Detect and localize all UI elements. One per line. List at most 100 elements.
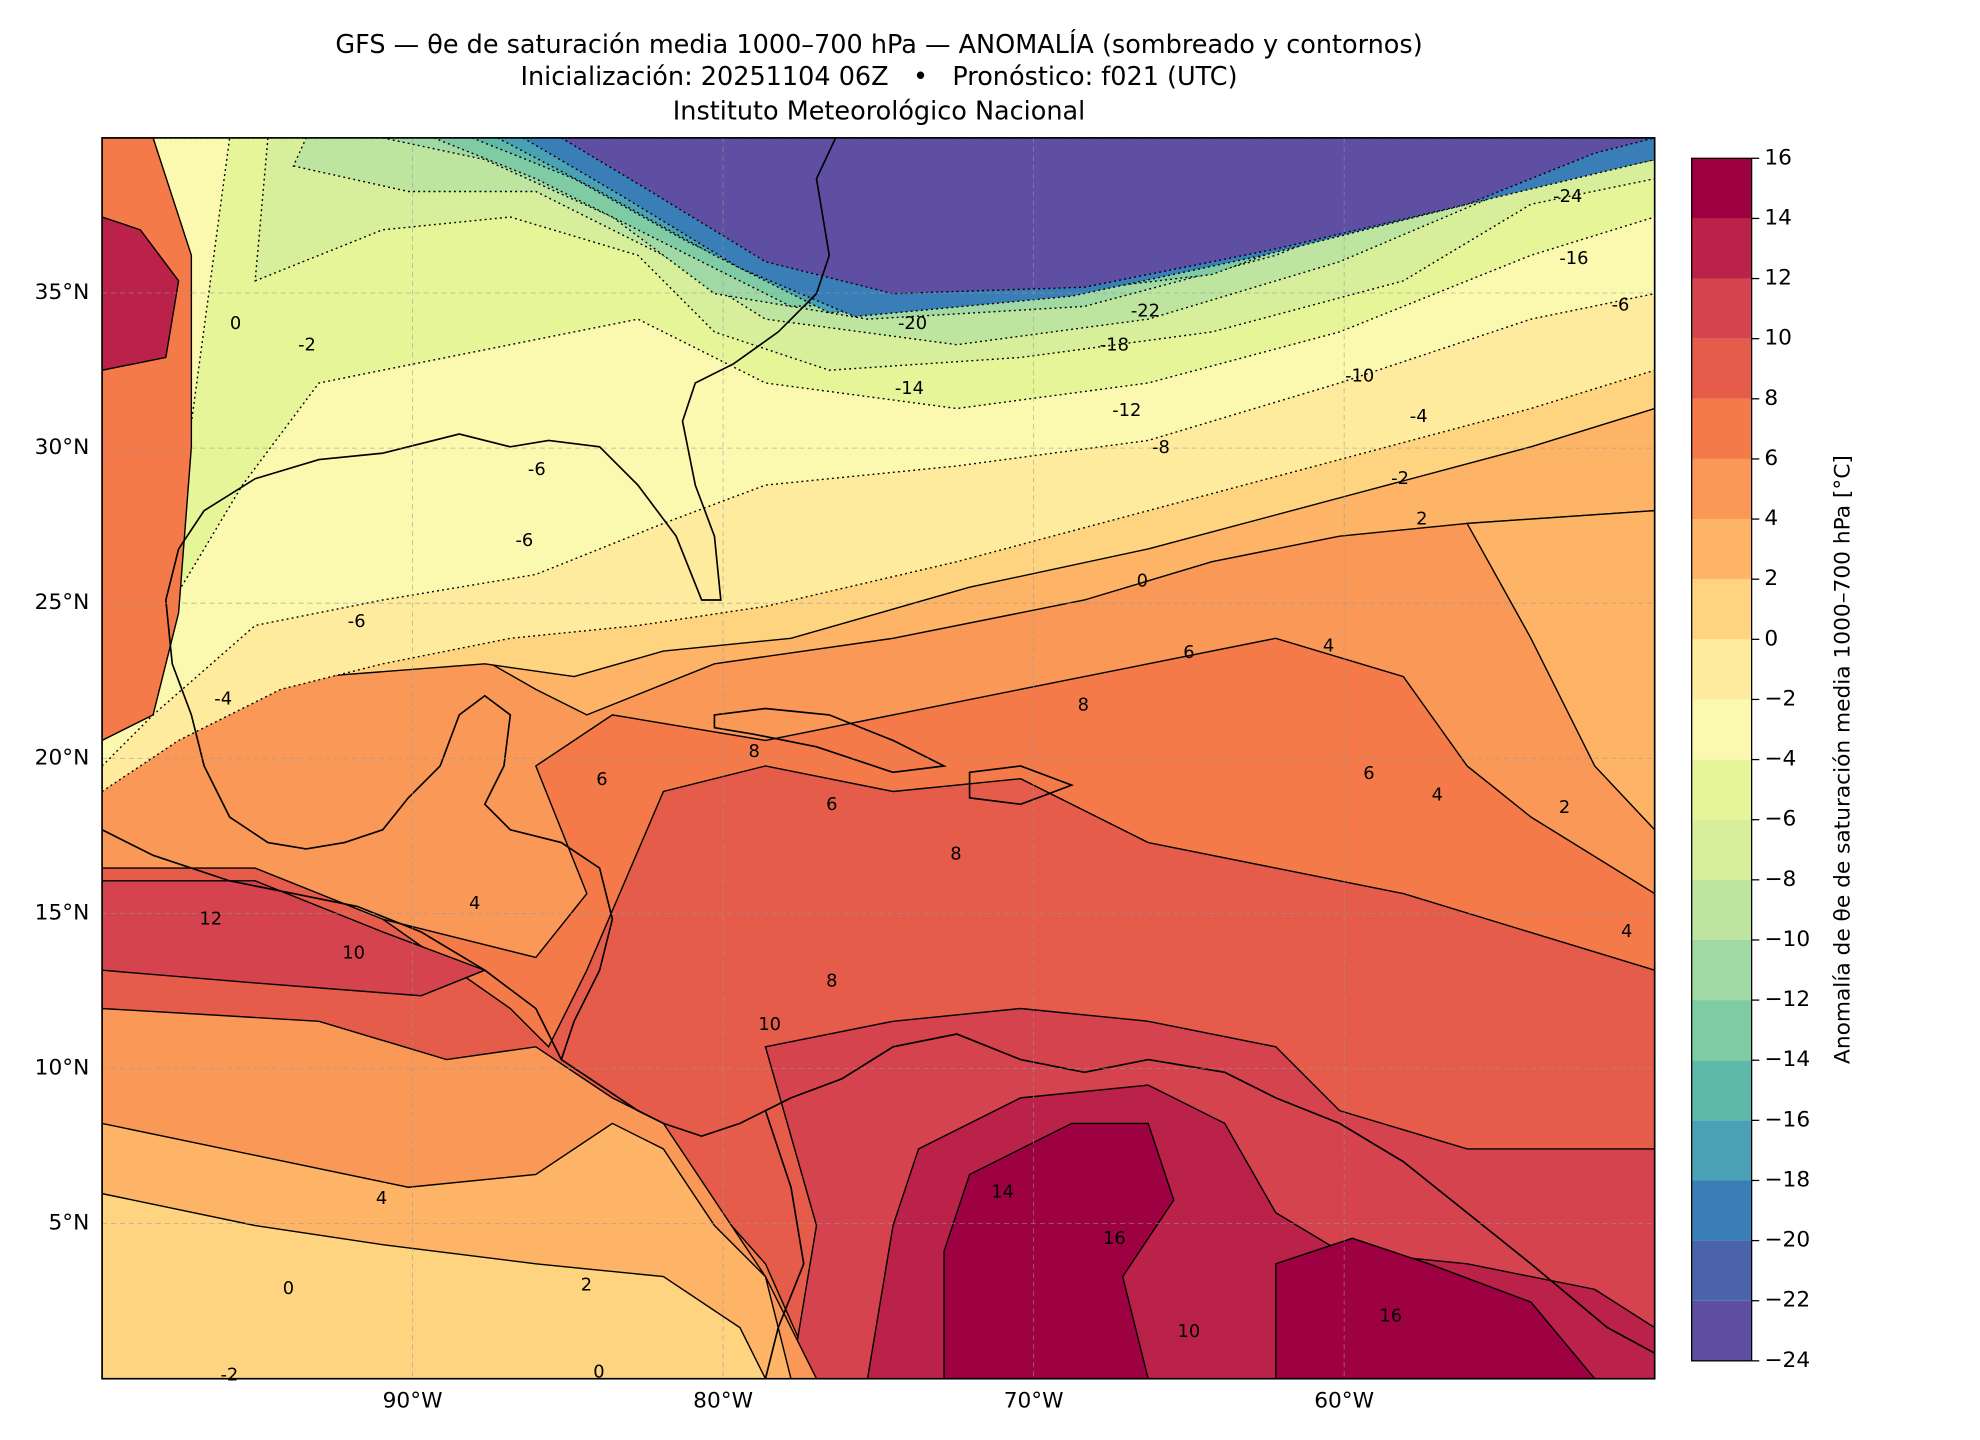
contour-label: -6 [528, 459, 546, 480]
contour-label: 4 [1432, 785, 1443, 806]
contour-label: 16 [1379, 1306, 1402, 1327]
contour-label: -2 [220, 1365, 238, 1386]
title: GFS — θe de saturación media 1000–700 hP… [335, 30, 1422, 60]
contour-label: 6 [826, 794, 837, 815]
shade-band [943, 1122, 1175, 1379]
contour-label: 0 [593, 1362, 604, 1383]
colorbar-tick-label: −16 [1764, 1107, 1810, 1132]
contour-label: -18 [1100, 335, 1129, 356]
colorbar-tick-label: 6 [1764, 446, 1778, 471]
contour-label: 0 [283, 1278, 294, 1299]
contour-label: 6 [1183, 642, 1194, 663]
colorbar-swatch [1691, 218, 1752, 279]
contour-label: -6 [515, 530, 533, 551]
contour-label: 4 [376, 1188, 387, 1209]
colorbar-swatch [1691, 699, 1752, 760]
colorbar-tick-label: −6 [1764, 807, 1796, 832]
institution: Instituto Meteorológico Nacional [673, 96, 1086, 126]
shade-band [1465, 509, 1655, 831]
contour-label: -2 [1391, 468, 1409, 489]
colorbar-tick-label: −20 [1764, 1228, 1810, 1253]
contour-label: 2 [1559, 797, 1570, 818]
contour-label: -20 [898, 313, 927, 334]
colorbar-swatch [1691, 1060, 1752, 1121]
contour-label: -4 [214, 688, 232, 709]
colorbar-label: Anomalía de θe de saturación media 1000–… [1830, 455, 1855, 1064]
contour-label: 8 [826, 971, 837, 992]
x-tick-label: 90°W [383, 1389, 443, 1414]
colorbar-tick-label: −10 [1764, 927, 1810, 952]
colorbar-tick-label: 8 [1764, 386, 1778, 411]
shade-band [102, 880, 487, 997]
overlay: -24-16-6-22-20-18-14-12-10-8-4-220-6-6-6… [102, 137, 1655, 1386]
island [713, 707, 947, 774]
coastline [764, 1110, 805, 1379]
x-tick-label: 70°W [1004, 1389, 1064, 1414]
contour-label: 6 [596, 769, 607, 790]
colorbar-swatch [1691, 759, 1752, 820]
contour-label: 0 [1137, 570, 1148, 591]
colorbar-swatch [1691, 1000, 1752, 1061]
shading [102, 137, 1655, 1379]
colorbar-tick-label: −24 [1764, 1348, 1810, 1373]
y-tick-label: 15°N [35, 900, 90, 925]
contour-label: -10 [1345, 366, 1374, 387]
contour-label: 4 [469, 893, 480, 914]
contour-label: 10 [1178, 1321, 1201, 1342]
contour-label: 8 [950, 843, 961, 864]
colorbar-tick-label: 16 [1764, 145, 1792, 170]
x-tick-label: 80°W [693, 1389, 753, 1414]
colorbar-tick-label: −18 [1764, 1167, 1810, 1192]
colorbar-swatch [1691, 1300, 1752, 1361]
contour-label: -16 [1559, 248, 1588, 269]
contour-label: -12 [1112, 400, 1141, 421]
x-tick-label: 60°W [1314, 1389, 1374, 1414]
colorbar-tick-label: 12 [1764, 266, 1792, 291]
colorbar-swatch [1691, 1120, 1752, 1181]
colorbar-tick-label: 2 [1764, 566, 1778, 591]
contour-label: 16 [1103, 1228, 1126, 1249]
colorbar-swatch [1691, 879, 1752, 940]
colorbar-tick-label: −22 [1764, 1288, 1810, 1313]
coastlines [102, 137, 1655, 1379]
contour-label: -2 [298, 335, 316, 356]
contour-label: 10 [342, 943, 365, 964]
map-frame [101, 137, 1656, 1380]
colorbar-swatch [1691, 819, 1752, 880]
colorbar-tick-label: −12 [1764, 987, 1810, 1012]
colorbar-swatch [1691, 458, 1752, 520]
colorbar-swatch [1691, 639, 1752, 700]
contour-label: -22 [1131, 301, 1160, 322]
y-tick-label: 10°N [35, 1056, 90, 1081]
subtitle: Inicialización: 20251104 06Z • Pronóstic… [520, 62, 1237, 92]
coastline [165, 137, 1655, 1354]
colorbar-tick-label: 14 [1764, 205, 1792, 230]
colorbar-tick-label: 0 [1764, 626, 1778, 651]
y-tick-label: 25°N [35, 590, 90, 615]
coastline [102, 829, 563, 1060]
contour-label: 0 [230, 313, 241, 334]
shade-band [102, 1192, 767, 1379]
contour-label: 6 [1363, 763, 1374, 784]
contour-label: 14 [991, 1182, 1014, 1203]
contour-label: 2 [1416, 508, 1427, 529]
colorbar-swatch [1691, 278, 1752, 339]
y-tick-label: 5°N [48, 1211, 89, 1236]
colorbar-swatch [1691, 519, 1752, 580]
colorbar-swatch [1691, 1240, 1752, 1301]
contour-label: -6 [1612, 294, 1630, 315]
colorbar-swatch [1691, 1180, 1752, 1241]
contour-label: 8 [748, 741, 759, 762]
contour-label: 8 [1078, 695, 1089, 716]
contour-label: 4 [1621, 921, 1632, 942]
colorbar-swatch [1691, 579, 1752, 640]
shade-band [559, 137, 1655, 295]
contour-label: -4 [1410, 406, 1428, 427]
shade-band [1275, 1237, 1596, 1379]
colorbar-tick-label: −4 [1764, 747, 1796, 772]
contour-label: 10 [758, 1014, 781, 1035]
colorbar-swatch [1691, 158, 1752, 219]
contour-label: -14 [895, 378, 924, 399]
y-tick-label: 35°N [35, 280, 90, 305]
